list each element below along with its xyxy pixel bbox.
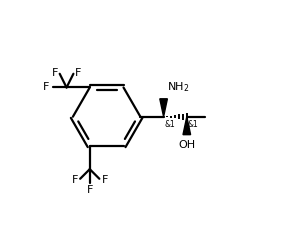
Text: F: F	[43, 82, 50, 92]
Text: F: F	[52, 68, 59, 78]
Text: F: F	[74, 68, 81, 78]
Polygon shape	[160, 99, 167, 117]
Text: F: F	[87, 185, 93, 195]
Text: OH: OH	[178, 140, 195, 150]
Text: F: F	[72, 175, 78, 185]
Text: F: F	[101, 175, 108, 185]
Text: &1: &1	[164, 120, 175, 129]
Text: NH$_2$: NH$_2$	[167, 80, 189, 93]
Polygon shape	[183, 117, 191, 135]
Text: &1: &1	[188, 120, 198, 129]
